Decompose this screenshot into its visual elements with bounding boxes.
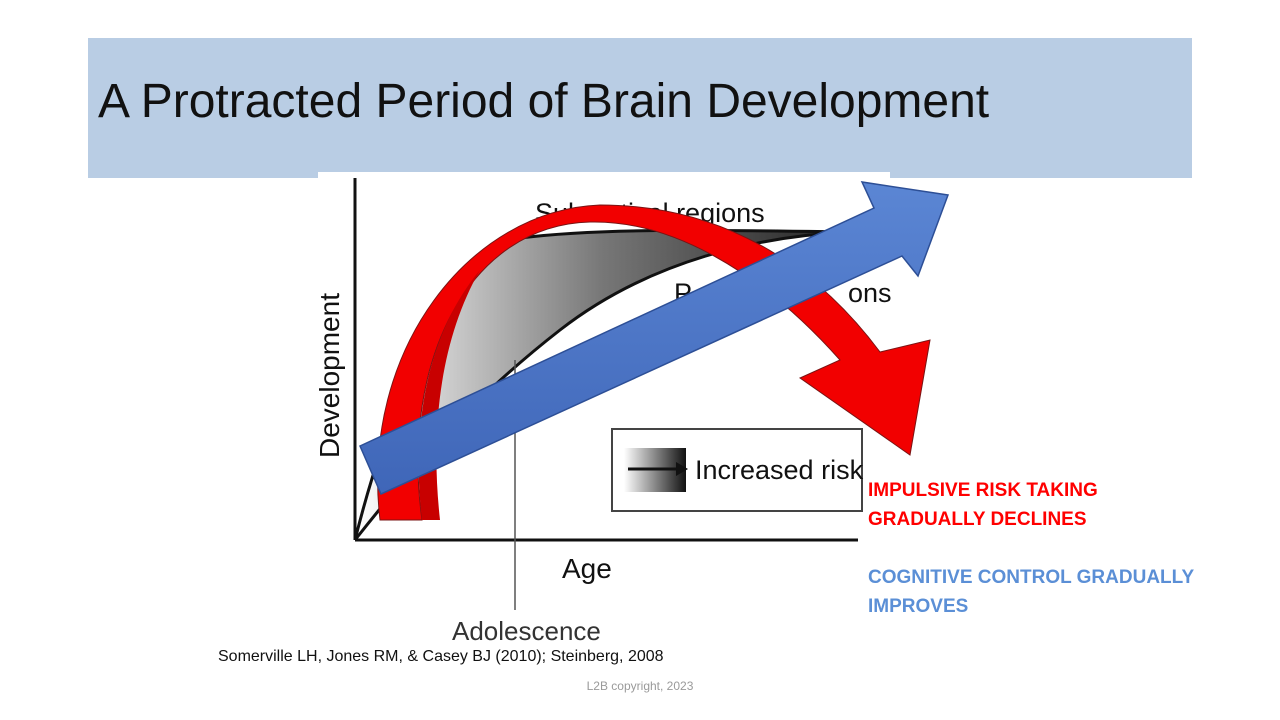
x-axis-label: Age	[562, 553, 612, 584]
blue-control-arrow-icon	[359, 181, 950, 495]
legend-arrowhead-icon	[676, 462, 688, 476]
impulsive-risk-note: IMPULSIVE RISK TAKING GRADUALLY DECLINES	[868, 476, 1098, 534]
cognitive-control-note: COGNITIVE CONTROL GRADUALLY IMPROVES	[868, 563, 1194, 621]
title-bar	[88, 38, 1192, 178]
risk-note-line1: IMPULSIVE RISK TAKING	[868, 480, 1098, 501]
risk-note-line2: GRADUALLY DECLINES	[868, 509, 1087, 530]
control-note-line2: IMPROVES	[868, 596, 969, 617]
legend: Increased risk	[611, 428, 864, 512]
prefrontal-label-right: ons	[848, 278, 892, 308]
legend-label: Increased risk	[695, 455, 864, 485]
risk-gap-shading	[355, 230, 850, 540]
y-axis-label: Development	[314, 293, 345, 458]
adolescence-label: Adolescence	[452, 616, 601, 646]
control-note-line1: COGNITIVE CONTROL GRADUALLY	[868, 567, 1195, 588]
citation: Somerville LH, Jones RM, & Casey BJ (201…	[218, 648, 664, 665]
copyright: L2B copyright, 2023	[586, 679, 694, 693]
slide-title: A Protracted Period of Brain Development	[98, 75, 990, 128]
